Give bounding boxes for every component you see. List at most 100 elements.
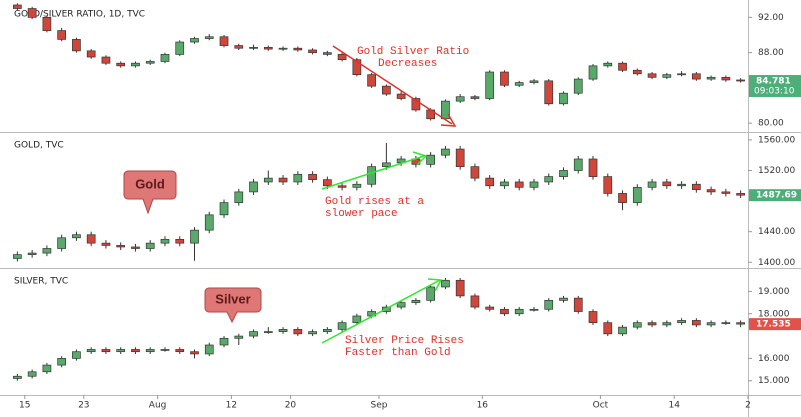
candle-body: [72, 351, 81, 359]
candle-body: [234, 335, 244, 339]
candle-body: [485, 177, 495, 187]
candle-body: [308, 331, 317, 335]
panel-title: SILVER, TVC: [14, 277, 68, 287]
candle-body: [13, 375, 22, 379]
candle-body: [175, 349, 185, 353]
candle-body: [529, 308, 539, 311]
candle-body: [647, 181, 657, 188]
x-tick-label: 2: [745, 401, 751, 411]
candle-body: [544, 300, 554, 310]
candle-body: [721, 76, 731, 81]
candle-body: [573, 78, 583, 94]
candle-body: [219, 202, 229, 216]
candle-body: [514, 181, 524, 188]
candle-body: [131, 349, 140, 353]
candle-body: [57, 30, 67, 40]
candle-body: [736, 193, 745, 196]
candle-body: [131, 246, 140, 249]
x-tick-label: 23: [78, 401, 89, 411]
annotation: Decreases: [378, 58, 437, 70]
candle-body: [116, 349, 126, 353]
x-tick-label: 14: [668, 401, 680, 411]
candle-body: [145, 349, 155, 353]
candle-body: [441, 148, 450, 156]
candle-body: [603, 322, 613, 335]
candle-body: [573, 297, 583, 312]
candle-body: [101, 56, 111, 64]
candle-body: [86, 349, 96, 353]
candle-body: [249, 46, 258, 49]
arrow-head: [427, 278, 443, 292]
annotation: Silver Price Rises: [345, 335, 464, 347]
candle-body: [691, 73, 701, 80]
candle-body: [27, 252, 37, 255]
candle-body: [234, 191, 244, 203]
y-tick-label: 15.000: [758, 376, 790, 386]
candle-body: [455, 279, 465, 297]
x-tick-label: 20: [285, 401, 297, 411]
candle-body: [426, 286, 436, 301]
candle-body: [662, 322, 672, 326]
arrow: [321, 155, 425, 190]
candle-body: [278, 329, 288, 332]
candle-body: [529, 181, 539, 188]
candle-body: [278, 177, 288, 183]
candle-body: [632, 322, 642, 328]
candle-body: [691, 183, 701, 190]
candle-body: [263, 177, 273, 183]
candle-body: [411, 98, 421, 111]
y-tick-label: 19.000: [758, 287, 790, 297]
candle-body: [706, 76, 716, 80]
candle-body: [411, 300, 421, 303]
candle-body: [322, 179, 332, 187]
countdown-label: 09:03:10: [754, 87, 795, 97]
candle-body: [234, 45, 244, 49]
candle-body: [588, 311, 598, 324]
candle-body: [677, 73, 686, 76]
candle-body: [485, 71, 495, 99]
candle-body: [42, 16, 52, 31]
candle-body: [13, 4, 22, 9]
candle-body: [27, 8, 37, 18]
candle-body: [278, 47, 288, 50]
x-tick-label: 15: [19, 401, 30, 411]
candle-body: [160, 54, 170, 62]
candle-body: [500, 71, 509, 86]
y-tick-label: 1520.00: [758, 166, 795, 176]
candle-body: [618, 193, 627, 203]
candle-body: [500, 181, 509, 187]
candle-body: [603, 176, 613, 194]
candle-body: [27, 371, 37, 377]
candle-body: [514, 82, 524, 86]
panel-title: GOLD/SILVER RATIO, 1D, TVC: [14, 10, 145, 20]
y-tick-label: 18.000: [758, 309, 790, 319]
candle-body: [603, 62, 613, 67]
candle-body: [559, 297, 568, 301]
candle-body: [352, 59, 362, 76]
candle-body: [293, 329, 303, 335]
candle-body: [116, 62, 126, 67]
candle-body: [632, 186, 642, 203]
candle-body: [42, 364, 52, 373]
candle-body: [116, 245, 126, 248]
candle-body: [72, 234, 81, 239]
candle-body: [455, 96, 465, 102]
candle-body: [618, 326, 627, 335]
y-tick-label: 80.00: [758, 119, 784, 129]
candle-body: [86, 234, 96, 244]
candle-body: [160, 238, 170, 244]
candle-body: [736, 79, 745, 82]
callout-label: Silver: [215, 291, 250, 306]
candle-body: [57, 358, 67, 366]
price-label-bg: [749, 75, 801, 98]
y-tick-label: 88.00: [758, 48, 784, 58]
candle-body: [396, 93, 406, 99]
candle-body: [263, 46, 273, 50]
arrow: [321, 279, 441, 344]
candle-body: [736, 322, 745, 325]
x-tick-label: 12: [226, 401, 237, 411]
callout-label: Gold: [135, 176, 165, 191]
candle-body: [101, 349, 111, 353]
candle-body: [42, 248, 52, 254]
x-tick-label: Oct: [593, 401, 609, 411]
